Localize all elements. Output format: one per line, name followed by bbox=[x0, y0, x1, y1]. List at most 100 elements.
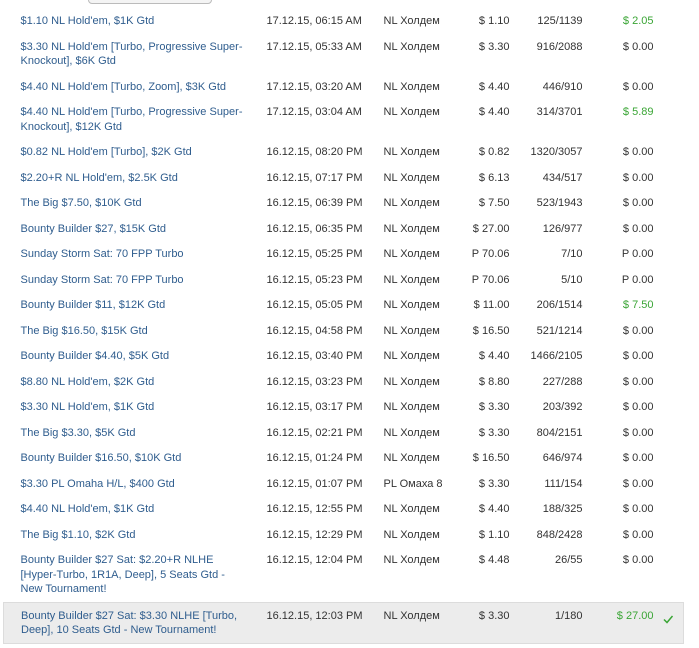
date: 16.12.15, 06:39 PM bbox=[266, 197, 363, 209]
table-row[interactable]: The Big $1.10, $2K Gtd 16.12.15, 12:29 PM… bbox=[4, 522, 684, 548]
tournament-name[interactable]: Bounty Builder $16.50, $10K Gtd bbox=[20, 452, 182, 464]
tournament-name[interactable]: Bounty Builder $4.40, $5K Gtd bbox=[20, 350, 170, 362]
table-row[interactable]: The Big $7.50, $10K Gtd 16.12.15, 06:39 P… bbox=[4, 190, 684, 216]
status-cell bbox=[654, 165, 684, 191]
winnings: $ 0.00 bbox=[622, 324, 654, 337]
tournament-name[interactable]: The Big $1.10, $2K Gtd bbox=[20, 528, 136, 541]
table-row[interactable]: $4.40 NL Hold'em [Turbo, Progressive Sup… bbox=[4, 99, 684, 139]
table-row[interactable]: $3.30 PL Omaha H/L, $400 Gtd 16.12.15, 01… bbox=[4, 471, 684, 497]
game: NL Холдем bbox=[383, 426, 440, 439]
status-cell bbox=[654, 547, 684, 602]
table-row[interactable]: $4.40 NL Hold'em, $1K Gtd 16.12.15, 12:55… bbox=[4, 496, 684, 522]
date: 16.12.15, 03:17 PM bbox=[266, 401, 363, 413]
tournament-name[interactable]: $8.80 NL Hold'em, $2K Gtd bbox=[20, 375, 155, 388]
button[interactable] bbox=[88, 0, 212, 4]
tournament-name[interactable]: Sunday Storm Sat: 70 FPP Turbo bbox=[20, 248, 184, 260]
game: PL Омаха 8 bbox=[383, 477, 443, 490]
winnings: $ 0.00 bbox=[622, 528, 654, 541]
table-row[interactable]: $8.80 NL Hold'em, $2K Gtd 16.12.15, 03:23… bbox=[4, 369, 684, 395]
table-row[interactable]: Bounty Builder $4.40, $5K Gtd 16.12.15, 0… bbox=[4, 343, 684, 369]
place: 188/325 bbox=[542, 503, 583, 515]
place: 125/1139 bbox=[537, 15, 583, 27]
tournament-name[interactable]: Bounty Builder $27 Sat: $3.30 NLHE [Turb… bbox=[3, 601, 267, 644]
table-row[interactable]: $3.30 NL Hold'em, $1K Gtd 16.12.15, 03:17… bbox=[4, 394, 684, 420]
table-row[interactable]: The Big $16.50, $15K Gtd 16.12.15, 04:58 … bbox=[4, 318, 684, 344]
place: 446/910 bbox=[542, 80, 583, 93]
buy-in: $ 0.82 bbox=[478, 146, 510, 158]
date: 16.12.15, 12:29 PM bbox=[266, 528, 363, 541]
status-cell bbox=[654, 343, 684, 369]
date: 16.12.15, 04:58 PM bbox=[266, 324, 363, 337]
table-row[interactable]: $0.82 NL Hold'em [Turbo], $2K Gtd 16.12.1… bbox=[4, 139, 684, 165]
tournament-name[interactable]: $4.40 NL Hold'em [Turbo, Zoom], $3K Gtd bbox=[20, 80, 227, 93]
game: NL Холдем bbox=[383, 350, 440, 362]
winnings: $ 0.00 bbox=[622, 171, 654, 184]
table-row[interactable]: Bounty Builder $11, $12K Gtd 16.12.15, 05… bbox=[4, 292, 684, 318]
table-row[interactable]: The Big $3.30, $5K Gtd 16.12.15, 02:21 PM… bbox=[4, 420, 684, 446]
table-row[interactable]: Sunday Storm Sat: 70 FPP Turbo 16.12.15, … bbox=[4, 267, 684, 293]
table-row[interactable]: $3.30 NL Hold'em [Turbo, Progressive Sup… bbox=[4, 34, 684, 74]
status-cell bbox=[654, 445, 684, 471]
game: NL Холдем bbox=[383, 601, 464, 644]
date: 16.12.15, 03:23 PM bbox=[266, 375, 363, 388]
table-row[interactable]: Bounty Builder $27, $15K Gtd 16.12.15, 06… bbox=[4, 216, 684, 242]
winnings: $ 0.00 bbox=[622, 197, 654, 209]
tournament-name[interactable]: Bounty Builder $11, $12K Gtd bbox=[20, 299, 166, 311]
game: NL Холдем bbox=[383, 222, 440, 235]
winnings: $ 0.00 bbox=[622, 350, 654, 362]
winnings: $ 0.00 bbox=[622, 80, 654, 93]
game: NL Холдем bbox=[383, 80, 440, 93]
tournament-name[interactable]: Bounty Builder $27, $15K Gtd bbox=[20, 222, 167, 235]
table-row[interactable]: $4.40 NL Hold'em [Turbo, Zoom], $3K Gtd 1… bbox=[4, 74, 684, 100]
game: NL Холдем bbox=[383, 554, 440, 566]
winnings: $ 7.50 bbox=[622, 299, 654, 311]
place: 916/2088 bbox=[536, 40, 583, 53]
status-cell bbox=[654, 420, 684, 446]
tournament-name[interactable]: $3.30 NL Hold'em [Turbo, Progressive Sup… bbox=[20, 40, 243, 68]
place: 646/974 bbox=[542, 452, 583, 464]
tournament-name[interactable]: $4.40 NL Hold'em, $1K Gtd bbox=[20, 503, 155, 515]
date: 16.12.15, 07:17 PM bbox=[266, 171, 363, 184]
buy-in: $ 4.40 bbox=[478, 80, 510, 93]
buy-in: $ 4.40 bbox=[478, 106, 510, 118]
table-row[interactable]: Bounty Builder $16.50, $10K Gtd 16.12.15,… bbox=[4, 445, 684, 471]
place: 227/288 bbox=[542, 375, 583, 388]
place: 206/1514 bbox=[536, 299, 583, 311]
table-row[interactable]: $1.10 NL Hold'em, $1K Gtd 17.12.15, 06:15… bbox=[4, 8, 684, 34]
game: NL Холдем bbox=[383, 273, 440, 286]
tournament-name[interactable]: $4.40 NL Hold'em [Turbo, Progressive Sup… bbox=[20, 106, 243, 133]
tournament-name[interactable]: The Big $3.30, $5K Gtd bbox=[20, 426, 136, 439]
table-row[interactable]: Bounty Builder $27 Sat: $3.30 NLHE [Turb… bbox=[3, 601, 684, 644]
game: NL Холдем bbox=[383, 324, 440, 337]
tournament-name[interactable]: The Big $16.50, $15K Gtd bbox=[20, 324, 148, 337]
tournament-name[interactable]: Sunday Storm Sat: 70 FPP Turbo bbox=[20, 273, 184, 286]
place: 1/180 bbox=[509, 601, 583, 644]
table-row[interactable]: Bounty Builder $27 Sat: $2.20+R NLHE [Hy… bbox=[4, 547, 684, 602]
buy-in: $ 7.50 bbox=[478, 197, 510, 209]
status-cell bbox=[654, 99, 684, 139]
tournament-name[interactable]: Bounty Builder $27 Sat: $2.20+R NLHE [Hy… bbox=[20, 554, 225, 595]
place: 521/1214 bbox=[536, 324, 583, 337]
tournament-name[interactable]: $0.82 NL Hold'em [Turbo], $2K Gtd bbox=[20, 146, 192, 158]
table-row[interactable]: $2.20+R NL Hold'em, $2.5K Gtd 16.12.15, 0… bbox=[4, 165, 684, 191]
date: 17.12.15, 03:04 AM bbox=[266, 106, 362, 118]
tournament-name[interactable]: $3.30 NL Hold'em, $1K Gtd bbox=[20, 401, 155, 413]
status-cell bbox=[654, 8, 684, 34]
status-cell bbox=[654, 394, 684, 420]
winnings: $ 0.00 bbox=[622, 503, 654, 515]
winnings: P 0.00 bbox=[621, 248, 654, 260]
tournament-name[interactable]: $1.10 NL Hold'em, $1K Gtd bbox=[20, 15, 155, 27]
tournament-name[interactable]: The Big $7.50, $10K Gtd bbox=[20, 197, 142, 209]
winnings: $ 0.00 bbox=[622, 375, 654, 388]
game: NL Холдем bbox=[383, 248, 440, 260]
table-row[interactable]: Sunday Storm Sat: 70 FPP Turbo 16.12.15, … bbox=[4, 241, 684, 267]
buy-in: P 70.06 bbox=[471, 273, 510, 286]
date: 17.12.15, 05:33 AM bbox=[266, 40, 362, 53]
status-cell bbox=[654, 522, 684, 548]
status-cell bbox=[654, 74, 684, 100]
game: NL Холдем bbox=[383, 15, 440, 27]
tournament-name[interactable]: $2.20+R NL Hold'em, $2.5K Gtd bbox=[20, 171, 178, 184]
buy-in: $ 4.40 bbox=[478, 350, 510, 362]
winnings: $ 0.00 bbox=[622, 40, 654, 53]
tournament-name[interactable]: $3.30 PL Omaha H/L, $400 Gtd bbox=[20, 477, 175, 490]
